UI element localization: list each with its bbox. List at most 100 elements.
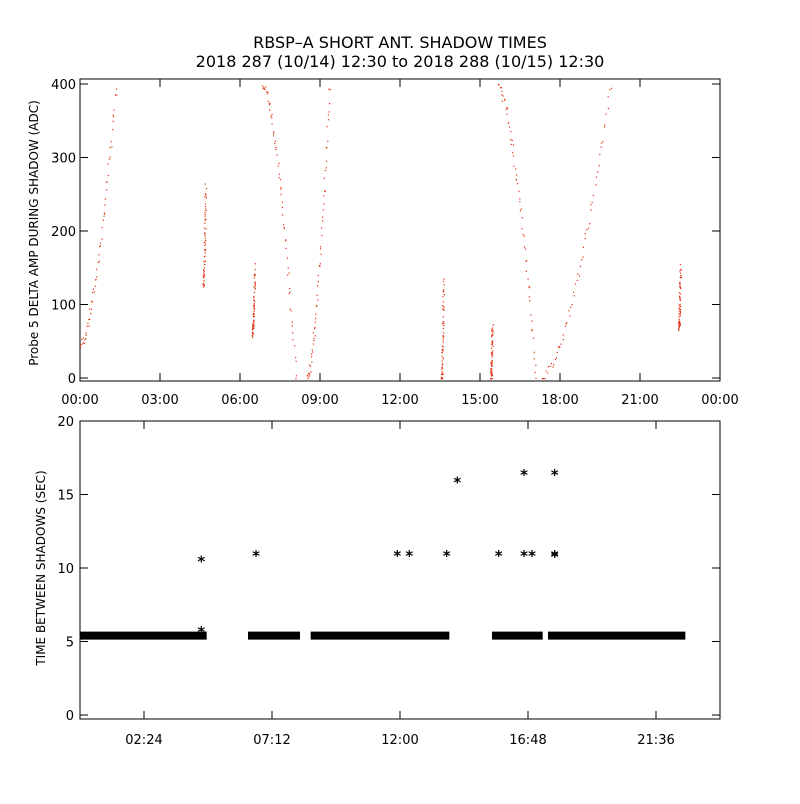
trace-point [251, 328, 253, 331]
trace-point [103, 215, 105, 217]
trace-point [512, 144, 515, 146]
trace-point [441, 367, 444, 369]
trace-point [491, 341, 493, 343]
trace-point [254, 284, 256, 286]
trace-point [269, 102, 271, 104]
trace-point [309, 364, 311, 366]
trace-point [324, 169, 327, 172]
trace-point [325, 147, 327, 149]
trace-point [491, 328, 493, 330]
trace-point [204, 240, 206, 242]
trace-point [492, 345, 494, 347]
trace-point [307, 374, 309, 376]
trace-point [204, 196, 206, 198]
trace-point [557, 346, 560, 348]
trace-point [275, 148, 277, 151]
trace-point [521, 228, 523, 230]
trace-point [90, 300, 93, 302]
trace-point [253, 313, 255, 315]
trace-point [253, 321, 255, 324]
trace-point [263, 87, 265, 89]
trace-point [203, 272, 205, 274]
trace-point [327, 140, 329, 142]
bottom-x-tick-label: 07:12 [253, 733, 290, 748]
trace-point [597, 171, 599, 173]
trace-point [680, 274, 682, 277]
trace-point [680, 287, 682, 290]
trace-point [679, 314, 681, 316]
trace-point [204, 260, 206, 262]
trace-point [314, 318, 317, 320]
trace-point [204, 205, 207, 208]
trace-point [85, 338, 87, 340]
trace-point [204, 233, 206, 235]
trace-point [321, 216, 324, 218]
trace-point [566, 322, 568, 324]
trace-point [441, 378, 443, 380]
trace-point [530, 314, 532, 316]
trace-point [326, 126, 328, 128]
trace-point [490, 336, 493, 338]
trace-point [289, 291, 291, 293]
trace-point [205, 193, 207, 195]
trace-point [281, 206, 284, 208]
shadow-trace [541, 87, 613, 380]
trace-point [252, 313, 254, 315]
trace-point [569, 315, 571, 317]
trace-point [520, 208, 522, 210]
trace-point [586, 229, 588, 231]
trace-point [678, 313, 680, 315]
trace-point [253, 326, 255, 328]
trace-point [312, 343, 315, 345]
trace-point [253, 310, 255, 312]
shadow-gap-point: * [197, 623, 205, 641]
trace-point [519, 210, 521, 212]
trace-point [311, 349, 313, 351]
shadow-gap-point: * [393, 547, 401, 565]
trace-point [102, 219, 104, 221]
trace-point [205, 197, 208, 199]
trace-point [679, 282, 681, 284]
trace-point [441, 323, 444, 325]
trace-point [88, 325, 90, 327]
trace-point [443, 332, 445, 334]
trace-point [278, 177, 280, 179]
trace-point [578, 275, 580, 277]
trace-point [253, 291, 256, 294]
trace-point [278, 173, 281, 175]
trace-point [308, 373, 310, 375]
trace-point [79, 344, 82, 346]
trace-point [599, 153, 601, 156]
trace-point [307, 378, 309, 380]
bottom-y-axis-label: TIME BETWEEN SHADOWS (SEC) [34, 470, 48, 666]
trace-point [269, 109, 271, 111]
trace-point [550, 362, 553, 365]
trace-point [252, 299, 255, 301]
trace-point [252, 331, 254, 333]
trace-point [442, 322, 445, 324]
trace-point [502, 95, 504, 97]
trace-point [317, 274, 319, 276]
trace-point [441, 345, 443, 347]
trace-point [679, 310, 681, 312]
trace-point [312, 351, 314, 353]
trace-point [203, 227, 206, 229]
trace-point [96, 276, 98, 278]
trace-point [309, 374, 311, 376]
trace-point [312, 332, 314, 334]
trace-point [315, 305, 317, 307]
trace-point [319, 265, 321, 267]
trace-point [441, 366, 443, 368]
trace-point [604, 126, 606, 128]
trace-point [315, 313, 317, 315]
trace-point [254, 281, 256, 283]
trace-point [327, 114, 329, 116]
trace-point [678, 308, 680, 310]
trace-point [491, 330, 493, 332]
chart-title-line2: 2018 287 (10/14) 12:30 to 2018 288 (10/1… [196, 52, 605, 71]
shadow-trace [306, 88, 331, 380]
trace-point [280, 187, 282, 189]
trace-point [547, 372, 549, 374]
trace-point [498, 84, 500, 86]
trace-point [679, 315, 681, 317]
